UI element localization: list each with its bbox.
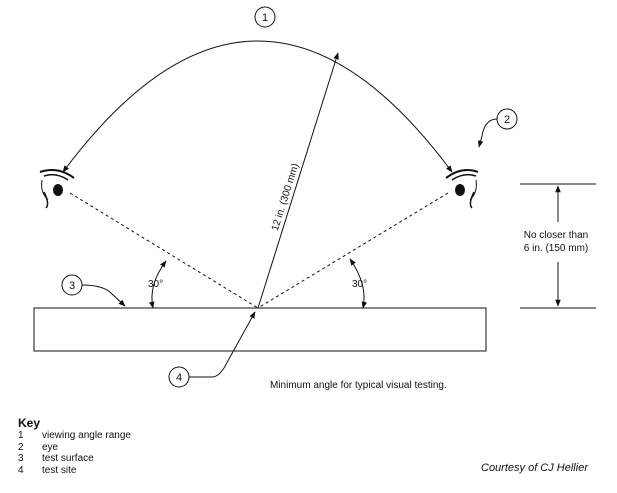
distance-label: 12 in. (300 mm) (270, 162, 301, 232)
right-eye-icon (445, 169, 479, 209)
key-item-label: viewing angle range (42, 430, 131, 441)
key-title: Key (18, 416, 41, 430)
callout-3-leader (81, 284, 126, 307)
test-surface (33, 307, 487, 352)
key-item-number: 3 (18, 453, 24, 464)
key-item-label: eye (42, 441, 59, 453)
angle-arc-right (349, 258, 368, 309)
callout-4-label: 4 (176, 372, 182, 384)
min-distance-line2: 6 in. (150 mm) (524, 243, 588, 254)
angle-arc-left (148, 260, 167, 309)
key-item: 1 viewing angle range (18, 430, 131, 442)
key-item-number: 4 (18, 464, 24, 476)
sight-line-right (257, 192, 449, 309)
min-distance-line1: No closer than (524, 230, 588, 241)
callout-1-circle (254, 6, 276, 28)
key-item-number: 1 (18, 430, 24, 441)
callout-2-label: 2 (504, 114, 510, 126)
callout-3-label: 3 (69, 280, 75, 292)
key-item: 2 eye (18, 442, 131, 454)
angle-label-right: 30° (352, 279, 367, 290)
key-item-label: test surface (42, 453, 94, 464)
key-item: 3 test surface (18, 453, 131, 465)
callout-4-leader (189, 311, 256, 378)
viewing-angle-arc (62, 40, 453, 173)
sight-line-left (69, 192, 259, 309)
distance-line (257, 52, 339, 309)
key-item: 4 test site (18, 465, 131, 477)
callout-2-leader (477, 118, 498, 148)
key-item-label: test site (42, 464, 77, 476)
callout-1-label: 1 (262, 12, 268, 24)
diagram-caption: Minimum angle for typical visual testing… (270, 380, 447, 391)
key-legend: Key 1 viewing angle range 2 eye 3 test s… (18, 417, 131, 476)
credit-text: Courtesy of CJ Hellier (481, 462, 588, 474)
key-item-number: 2 (18, 441, 24, 453)
left-eye-icon (39, 169, 75, 209)
angle-label-left: 30° (148, 279, 163, 290)
